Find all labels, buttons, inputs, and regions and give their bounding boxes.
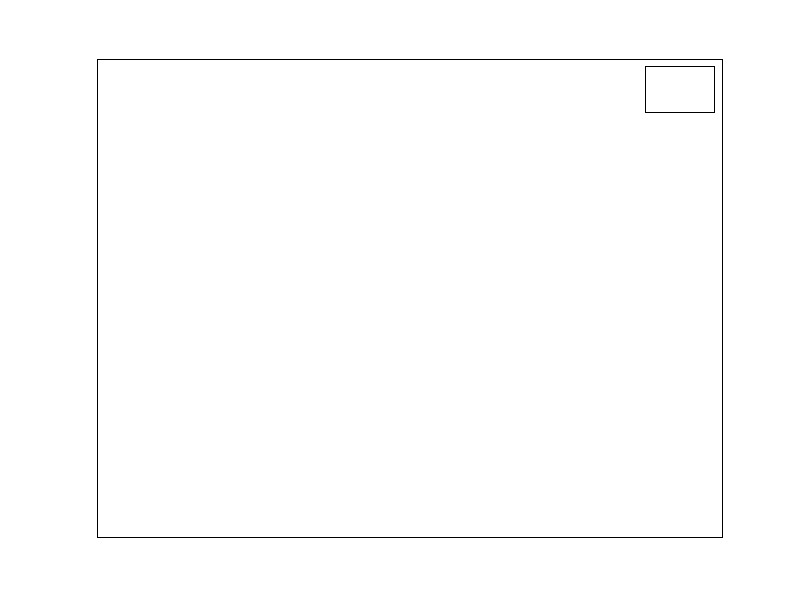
- tp-swatch-icon: [650, 74, 676, 86]
- y-axis-label: [26, 150, 46, 450]
- legend: [645, 66, 715, 113]
- legend-item-fp: [650, 93, 710, 105]
- legend-item-tp: [650, 74, 710, 86]
- fp-swatch-icon: [650, 93, 676, 105]
- plot-border: [97, 59, 723, 538]
